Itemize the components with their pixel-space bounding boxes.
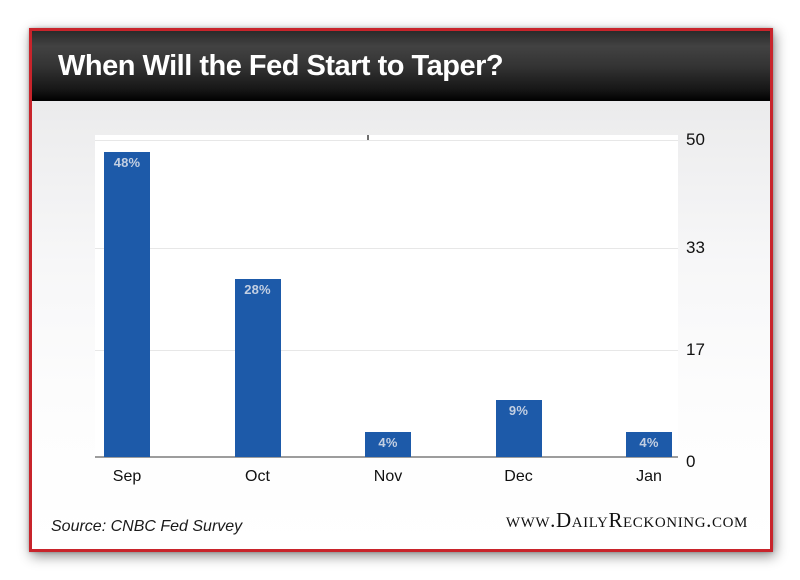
- y-tick-label-17: 17: [686, 339, 705, 359]
- x-tick-label-dec: Dec: [504, 468, 533, 485]
- chart-region: 48% 28% 4% 9% 4% 50 33 17 0 Sep Oct Nov Dec Jan Sou…: [32, 101, 770, 549]
- bar-sep: 48%: [104, 151, 150, 457]
- website-watermark: www.DailyReckoning.com: [505, 508, 748, 532]
- y-tick-label-50: 50: [686, 130, 705, 149]
- title-bar: When Will the Fed Start to Taper?: [32, 31, 770, 101]
- x-tick-label-jan: Jan: [636, 468, 662, 485]
- plot-area: 48% 28% 4% 9% 4%: [95, 135, 678, 458]
- gridline-50: [95, 140, 678, 141]
- bar-value-label: 28%: [244, 281, 271, 297]
- bar-value-label: 48%: [113, 154, 141, 170]
- bar-oct: 28%: [234, 278, 281, 457]
- x-tick-label-nov: Nov: [373, 468, 403, 485]
- bar-dec: 9%: [495, 399, 542, 457]
- page-title: When Will the Fed Start to Taper?: [58, 49, 504, 82]
- gridline-17: [95, 349, 678, 351]
- bar-value-label: 4%: [639, 434, 659, 450]
- x-axis-line: [95, 456, 678, 458]
- bar-value-label: 4%: [378, 434, 398, 450]
- source-note: Source: CNBC Fed Survey: [51, 518, 243, 535]
- bar-nov: 4%: [365, 431, 411, 457]
- bar-value-label: 9%: [508, 402, 529, 418]
- gridline-33: [95, 248, 678, 250]
- y-tick-label-33: 33: [686, 238, 705, 258]
- x-tick-label-sep: Sep: [112, 468, 142, 485]
- chart-card: When Will the Fed Start to Taper? 48% 28%…: [29, 28, 773, 552]
- bar-jan: 4%: [626, 431, 672, 457]
- axis-top-tick: [367, 135, 369, 141]
- y-tick-label-0: 0: [686, 452, 696, 471]
- x-tick-label-oct: Oct: [245, 468, 270, 485]
